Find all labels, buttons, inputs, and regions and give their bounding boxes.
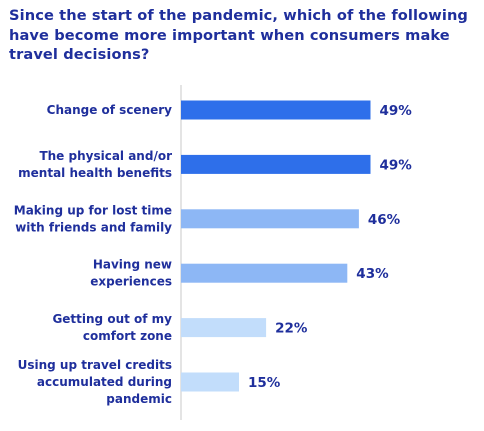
category-label-line: Having new [93,258,172,272]
value-label: 49% [380,157,413,173]
bar [181,318,267,338]
category-label: Having new experiences [90,258,172,289]
category-label: Using up travel credits accumulated durin… [18,358,172,406]
bar [181,154,371,174]
value-label: 49% [380,103,413,119]
value-label: 22% [275,321,308,337]
category-label-line: Making up for lost time [14,203,172,217]
category-label-line: accumulated during [37,375,172,389]
category-label-line: experiences [90,275,172,289]
category-label-line: comfort zone [83,329,172,343]
chart-title: Since the start of the pandemic, which o… [9,7,468,63]
value-labels-layer: 49% 49% 46% 43% 22% 15% [248,103,412,391]
bar [181,263,348,283]
category-label-line: Change of scenery [47,103,173,117]
bar [181,100,371,120]
category-label-line: Using up travel credits [18,358,172,372]
bar [181,372,239,392]
category-label-line: pandemic [106,392,172,406]
bars-layer [181,100,371,392]
value-label: 15% [248,375,281,391]
category-labels-layer: Change of scenery The physical and/or ment… [14,103,172,406]
value-label: 46% [368,212,401,228]
value-label: 43% [356,266,389,282]
category-label: Getting out of my comfort zone [52,312,172,343]
category-label: Change of scenery [47,103,173,117]
category-label: Making up for lost time with friends and … [14,203,172,234]
category-label-line: The physical and/or [39,149,172,163]
category-label: The physical and/or mental health benefit… [18,149,172,180]
category-label-line: with friends and family [15,220,172,234]
bar [181,209,359,229]
category-label-line: Getting out of my [52,312,172,326]
category-label-line: mental health benefits [18,166,172,180]
